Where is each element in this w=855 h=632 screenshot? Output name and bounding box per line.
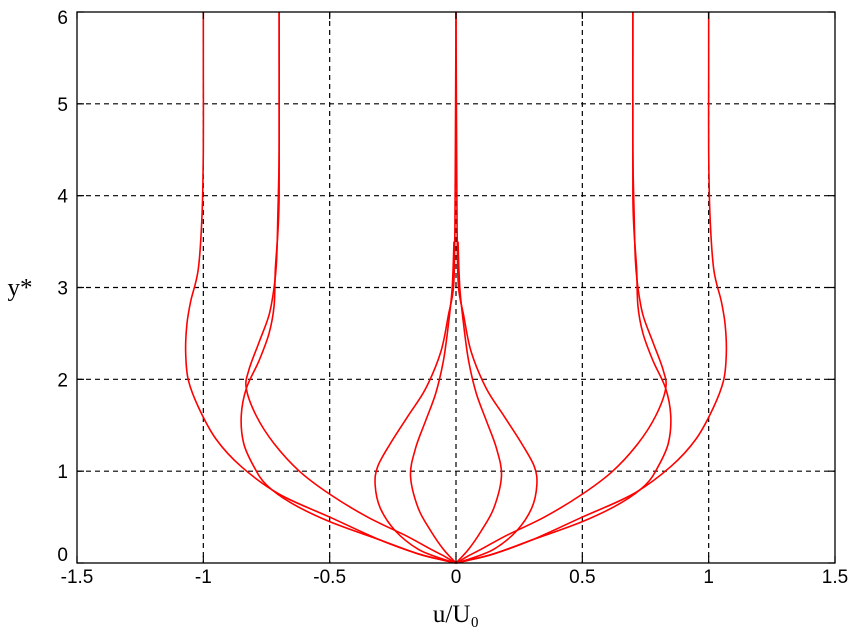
- x-tick-label: 0.5: [569, 567, 595, 588]
- profile-line: [455, 241, 503, 564]
- x-axis-label: u/U₀: [433, 601, 479, 628]
- profile-line: [455, 11, 667, 564]
- profile-line: [374, 11, 457, 564]
- x-tick-label: 1.5: [822, 567, 848, 588]
- y-tick-labels: 0 1 2 3 4 5 6: [57, 8, 68, 566]
- x-tick-label: 0: [451, 567, 462, 588]
- y-tick-label: 1: [57, 462, 68, 483]
- x-tick-label: 1: [703, 567, 714, 588]
- y-tick-label: 4: [57, 187, 68, 208]
- y-axis-label: y*: [8, 275, 33, 302]
- x-tick-label: -1: [195, 567, 212, 588]
- x-tick-labels: -1.5 -1 -0.5 0 0.5 1 1.5: [61, 567, 849, 588]
- y-tick-label: 6: [57, 8, 68, 29]
- y-tick-label: 2: [57, 370, 68, 391]
- profile-line: [245, 11, 457, 564]
- profile-curves: [184, 11, 728, 564]
- x-tick-label: -1.5: [61, 567, 94, 588]
- y-tick-label: 0: [57, 545, 68, 566]
- x-tick-label: -0.5: [313, 567, 346, 588]
- tick-marks: [76, 11, 836, 564]
- y-tick-label: 3: [57, 279, 68, 300]
- profile-line: [455, 11, 538, 564]
- y-tick-label: 5: [57, 95, 68, 116]
- profile-line: [409, 241, 457, 564]
- grid-lines: [77, 12, 835, 563]
